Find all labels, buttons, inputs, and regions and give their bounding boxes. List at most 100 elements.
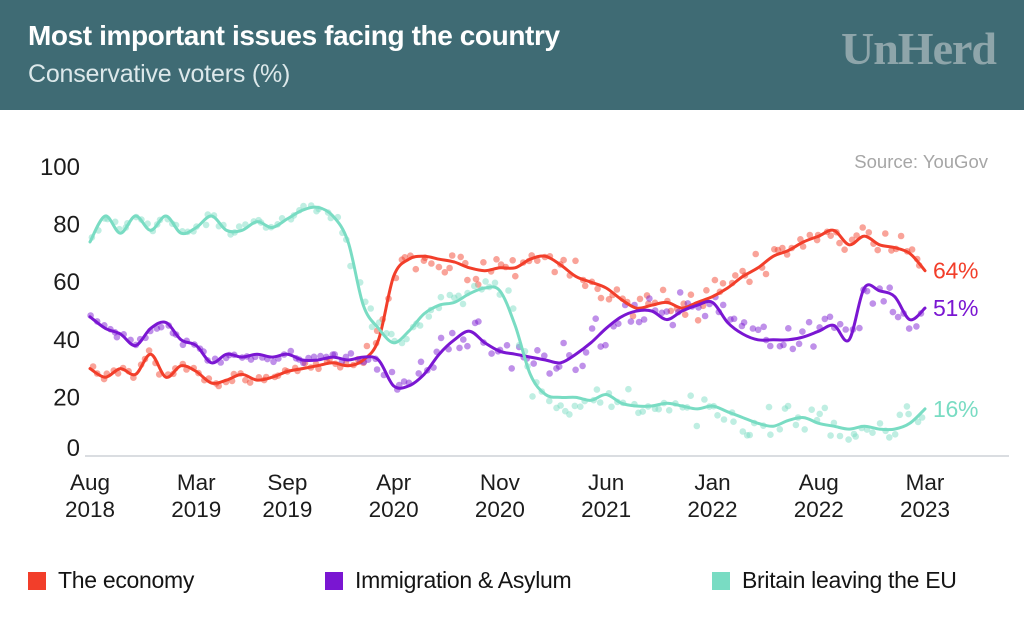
scatter-dot xyxy=(746,278,753,286)
scatter-dot xyxy=(643,292,651,299)
y-tick-label: 60 xyxy=(53,269,80,296)
scatter-dot xyxy=(242,376,249,384)
scatter-dot xyxy=(853,232,860,239)
scatter-dot xyxy=(918,414,926,421)
scatter-dot xyxy=(795,340,803,348)
scatter-dot xyxy=(776,426,784,433)
trend-line xyxy=(88,283,927,390)
scatter-dot xyxy=(785,325,792,332)
scatter-dot xyxy=(767,431,774,439)
scatter-dot xyxy=(703,287,710,294)
scatter-dot xyxy=(560,339,567,347)
scatter-dot xyxy=(806,231,814,239)
scatter-dot xyxy=(363,342,371,350)
scatter-dot xyxy=(720,416,728,423)
scatter-dot xyxy=(732,272,739,279)
eu-swatch-icon xyxy=(712,571,730,590)
scatter-dot xyxy=(571,402,579,410)
scatter-dot xyxy=(562,407,569,415)
y-tick-label: 0 xyxy=(67,435,80,462)
scatter-dot xyxy=(746,431,753,439)
scatter-dot xyxy=(459,300,467,308)
scatter-dot xyxy=(658,309,666,317)
scatter-dot xyxy=(475,318,482,325)
scatter-dot xyxy=(810,343,817,350)
scatter-dot xyxy=(560,256,567,264)
scatter-dot xyxy=(488,350,495,357)
x-tick-month: Jun xyxy=(588,470,624,495)
scatter-dot xyxy=(493,255,500,263)
scatter-dot xyxy=(816,410,823,418)
scatter-dot xyxy=(730,315,738,323)
scatter-dot xyxy=(826,313,834,321)
scatter-dot xyxy=(836,239,843,247)
scatter-dot xyxy=(841,246,848,253)
scatter-dot xyxy=(608,403,615,411)
scatter-dot xyxy=(593,386,601,393)
scatter-dot xyxy=(711,276,719,284)
scatter-dot xyxy=(905,410,912,418)
x-tick-year: 2023 xyxy=(900,497,950,522)
scatter-dot xyxy=(914,418,922,426)
scatter-dot xyxy=(202,221,210,229)
scatter-dot xyxy=(905,325,913,332)
scatter-dot xyxy=(456,344,463,352)
scatter-dot xyxy=(464,276,471,284)
legend-item-immigration: Immigration & Asylum xyxy=(325,567,572,594)
scatter-dot xyxy=(534,347,541,354)
x-tick-month: Aug xyxy=(799,470,839,495)
y-tick-label: 80 xyxy=(53,212,80,239)
scatter-dot xyxy=(827,232,834,239)
scatter-dot xyxy=(693,422,701,430)
scatter-dot xyxy=(534,257,541,265)
scatter-dot xyxy=(310,353,318,361)
x-tick-year: 2022 xyxy=(687,497,737,522)
scatter-dot xyxy=(805,318,813,326)
x-tick-year: 2020 xyxy=(475,497,525,522)
scatter-dot xyxy=(730,418,737,426)
scatter-dot xyxy=(799,243,807,250)
scatter-dot xyxy=(437,293,445,301)
scatter-dot xyxy=(509,257,516,264)
scatter-dot xyxy=(719,301,727,309)
scatter-dot xyxy=(503,342,511,349)
scatter-dot xyxy=(347,262,354,270)
scatter-dot xyxy=(894,313,902,321)
scatter-dot xyxy=(882,230,889,237)
series-end-label: 51% xyxy=(933,295,978,321)
trend-line xyxy=(88,205,927,432)
scatter-dot xyxy=(472,275,480,283)
scatter-dot xyxy=(784,402,792,410)
scatter-dot xyxy=(455,292,462,300)
scatter-dot xyxy=(597,343,604,350)
series-end-label: 64% xyxy=(933,258,978,284)
scatter-dot xyxy=(856,324,863,332)
scatter-dot xyxy=(247,356,255,363)
scatter-dot xyxy=(235,223,243,230)
scatter-dot xyxy=(821,404,829,412)
x-tick-month: Apr xyxy=(376,470,412,495)
scatter-dot xyxy=(908,246,916,253)
scatter-dot xyxy=(640,316,648,323)
trend-line xyxy=(88,228,927,385)
scatter-dot xyxy=(597,294,605,302)
scatter-dot xyxy=(635,409,642,417)
scatter-dot xyxy=(441,269,449,276)
page-title: Most important issues facing the country xyxy=(28,20,560,51)
scatter-dot xyxy=(752,250,759,258)
scatter-dot xyxy=(551,268,558,276)
scatter-dot xyxy=(636,295,644,303)
scatter-dot xyxy=(602,341,609,349)
scatter-dot xyxy=(767,342,774,350)
scatter-dot xyxy=(639,408,646,415)
scatter-dot xyxy=(876,420,884,427)
scatter-dot xyxy=(676,289,684,296)
scatter-dot xyxy=(663,308,670,315)
scatter-dot xyxy=(594,285,601,293)
scatter-dot xyxy=(827,432,834,439)
scatter-dot xyxy=(482,278,489,285)
scatter-dot xyxy=(694,317,702,324)
scatter-dot xyxy=(287,347,295,355)
scatter-dot xyxy=(246,379,254,386)
scatter-dot xyxy=(420,257,428,265)
